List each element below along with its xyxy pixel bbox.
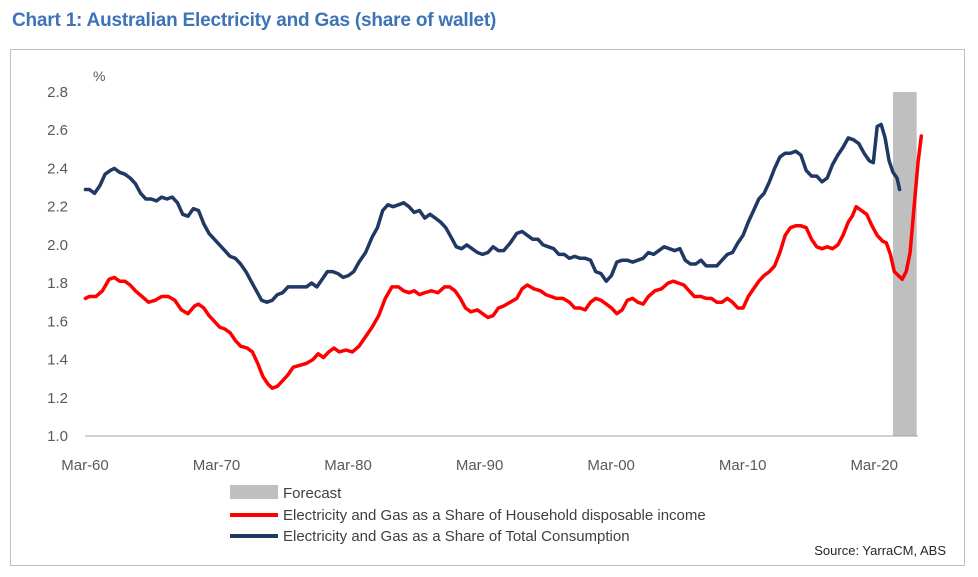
y-tick-label: 1.6 xyxy=(47,313,68,330)
legend-label-total-consumption: Electricity and Gas as a Share of Total … xyxy=(283,528,630,545)
chart-frame xyxy=(10,49,965,566)
series-line-total-consumption xyxy=(83,122,902,304)
y-axis-unit: % xyxy=(93,68,105,84)
y-tick-label: 2.8 xyxy=(47,84,68,101)
y-tick-label: 2.4 xyxy=(47,160,68,177)
y-tick-label: 1.8 xyxy=(47,275,68,292)
y-tick-label: 2.6 xyxy=(47,122,68,139)
series-line-disposable-income xyxy=(83,134,924,390)
y-tick-label: 2.0 xyxy=(47,237,68,254)
legend-swatch-forecast xyxy=(230,485,278,499)
x-tick-label: Mar-20 xyxy=(850,457,898,474)
x-tick-label: Mar-90 xyxy=(456,457,504,474)
x-tick-label: Mar-60 xyxy=(61,457,109,474)
y-tick-label: 1.4 xyxy=(47,352,68,369)
legend-label-disposable-income: Electricity and Gas as a Share of Househ… xyxy=(283,507,706,524)
y-tick-label: 1.0 xyxy=(47,428,68,445)
x-tick-label: Mar-70 xyxy=(193,457,241,474)
y-tick-label: 2.2 xyxy=(47,199,68,216)
source-note: Source: YarraCM, ABS xyxy=(814,543,946,558)
x-tick-label: Mar-80 xyxy=(324,457,372,474)
legend-label-forecast: Forecast xyxy=(283,485,342,502)
y-tick-label: 1.2 xyxy=(47,390,68,407)
forecast-band xyxy=(893,92,917,436)
chart-title: Chart 1: Australian Electricity and Gas … xyxy=(12,10,497,31)
x-tick-label: Mar-10 xyxy=(719,457,767,474)
x-tick-label: Mar-00 xyxy=(587,457,635,474)
